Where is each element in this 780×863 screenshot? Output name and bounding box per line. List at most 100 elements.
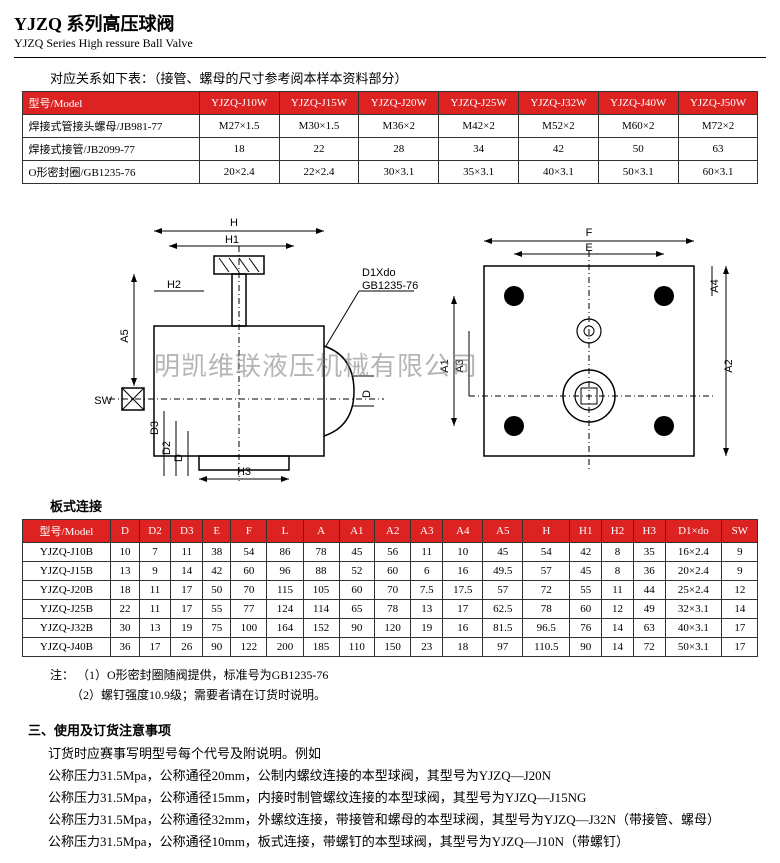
t2-cell: 36	[633, 562, 665, 581]
t2-cell: 26	[171, 638, 203, 657]
dim-D: D	[173, 454, 185, 462]
t1-h-c0: YJZQ-J10W	[199, 92, 279, 115]
t2-cell: 11	[139, 581, 171, 600]
t2-h-13: H1	[570, 520, 602, 543]
t2-cell: 9	[139, 562, 171, 581]
t2-cell: 75	[203, 619, 231, 638]
dim-D-port: D	[361, 390, 373, 398]
t2-cell: 8	[602, 543, 634, 562]
sec3-title: 三、使用及订货注意事项	[28, 720, 766, 739]
t1-r1-c3: 34	[439, 138, 519, 161]
t1-r2-c4: 40×3.1	[519, 161, 599, 184]
t2-cell: 11	[139, 600, 171, 619]
t1-h-c1: YJZQ-J15W	[279, 92, 359, 115]
t2-cell: 78	[375, 600, 411, 619]
t2-cell: 96.5	[523, 619, 570, 638]
t2-cell: 185	[303, 638, 339, 657]
callout-gb: GB1235-76	[362, 280, 418, 292]
t2-cell: 90	[339, 619, 375, 638]
t2-h-14: H2	[602, 520, 634, 543]
t1-r2-c0: 20×2.4	[199, 161, 279, 184]
table1-subhead: 对应关系如下表：（接管、螺母的尺寸参考阅本样本资料部分）	[50, 68, 766, 87]
t2-cell: 62.5	[483, 600, 523, 619]
t1-r0-c3: M42×2	[439, 115, 519, 138]
t2-h-10: A4	[443, 520, 483, 543]
t2-row-key: YJZQ-J32B	[22, 619, 111, 638]
t2-cell: 25×2.4	[665, 581, 722, 600]
t2-cell: 57	[523, 562, 570, 581]
sec3-body: 订货时应赛事写明型号每个代号及附说明。例如 公称压力31.5Mpa，公称通径20…	[48, 743, 766, 853]
t1-r2-label: O形密封圈/GB1235-76	[22, 161, 199, 184]
dim-A3: A3	[454, 359, 466, 372]
t2-cell: 124	[267, 600, 303, 619]
dim-A1: A1	[439, 359, 451, 372]
t1-r2-c6: 60×3.1	[678, 161, 758, 184]
t2-row-key: YJZQ-J40B	[22, 638, 111, 657]
t2-cell: 16×2.4	[665, 543, 722, 562]
t2-cell: 81.5	[483, 619, 523, 638]
t2-cell: 44	[633, 581, 665, 600]
t2-cell: 16	[443, 619, 483, 638]
t2-cell: 10	[443, 543, 483, 562]
t2-cell: 17.5	[443, 581, 483, 600]
t1-r2-c2: 30×3.1	[359, 161, 439, 184]
dim-H3: H3	[237, 466, 251, 478]
t2-cell: 40×3.1	[665, 619, 722, 638]
table-row: YJZQ-J25B22111755771241146578131762.5786…	[22, 600, 758, 619]
t2-cell: 63	[633, 619, 665, 638]
dim-D2: D2	[161, 441, 173, 455]
sec3-l1: 公称压力31.5Mpa，公称通径20mm，公制内螺纹连接的本型球阀，其型号为YJ…	[48, 765, 766, 787]
t2-cell: 152	[303, 619, 339, 638]
t2-h-4: F	[231, 520, 267, 543]
dim-A4: A4	[709, 279, 721, 292]
t2-cell: 78	[303, 543, 339, 562]
t2-cell: 60	[231, 562, 267, 581]
t2-cell: 13	[111, 562, 139, 581]
t2-cell: 88	[303, 562, 339, 581]
t2-cell: 56	[375, 543, 411, 562]
t2-cell: 150	[375, 638, 411, 657]
t2-cell: 12	[722, 581, 758, 600]
t1-h-c2: YJZQ-J20W	[359, 92, 439, 115]
t2-cell: 65	[339, 600, 375, 619]
t2-cell: 17	[722, 638, 758, 657]
table2-subhead: 板式连接	[50, 496, 766, 515]
title-cn: YJZQ 系列高压球阀	[14, 10, 766, 36]
t2-cell: 9	[722, 562, 758, 581]
t2-cell: 54	[523, 543, 570, 562]
t2-h-2: D3	[171, 520, 203, 543]
t2-row-key: YJZQ-J20B	[22, 581, 111, 600]
t2-cell: 110	[339, 638, 375, 657]
t2-cell: 70	[375, 581, 411, 600]
t2-h-5: L	[267, 520, 303, 543]
diagram-area: H H1 H2 A5 SW D3 D2 D H3	[14, 196, 774, 486]
t2-h-7: A1	[339, 520, 375, 543]
table1-header-row: 型号/Model YJZQ-J10W YJZQ-J15W YJZQ-J20W Y…	[22, 92, 758, 115]
t2-cell: 60	[339, 581, 375, 600]
t2-h-3: E	[203, 520, 231, 543]
t2-h-model: 型号/Model	[22, 520, 111, 543]
t1-r1-c2: 28	[359, 138, 439, 161]
t1-r0-c5: M60×2	[598, 115, 678, 138]
t2-cell: 35	[633, 543, 665, 562]
t2-cell: 49	[633, 600, 665, 619]
t2-cell: 32×3.1	[665, 600, 722, 619]
t2-cell: 14	[602, 619, 634, 638]
t1-r1-c1: 22	[279, 138, 359, 161]
callout-d1xdo: D1Xdo	[362, 267, 396, 279]
t2-h-16: D1×do	[665, 520, 722, 543]
t2-cell: 14	[602, 638, 634, 657]
t2-cell: 164	[267, 619, 303, 638]
t2-cell: 11	[411, 543, 443, 562]
t2-cell: 18	[443, 638, 483, 657]
t2-cell: 70	[231, 581, 267, 600]
t1-r2: O形密封圈/GB1235-76 20×2.4 22×2.4 30×3.1 35×…	[22, 161, 758, 184]
t1-r1: 焊接式接管/JB2099-77 18 22 28 34 42 50 63	[22, 138, 758, 161]
dim-E: E	[585, 242, 592, 254]
t2-cell: 57	[483, 581, 523, 600]
t2-cell: 18	[111, 581, 139, 600]
t1-r1-c0: 18	[199, 138, 279, 161]
t2-h-9: A3	[411, 520, 443, 543]
t2-cell: 50	[203, 581, 231, 600]
notes-block: 注： （1）O形密封圈随阀提供，标准号为GB1235-76 （2）螺钉强度10.…	[50, 665, 766, 706]
